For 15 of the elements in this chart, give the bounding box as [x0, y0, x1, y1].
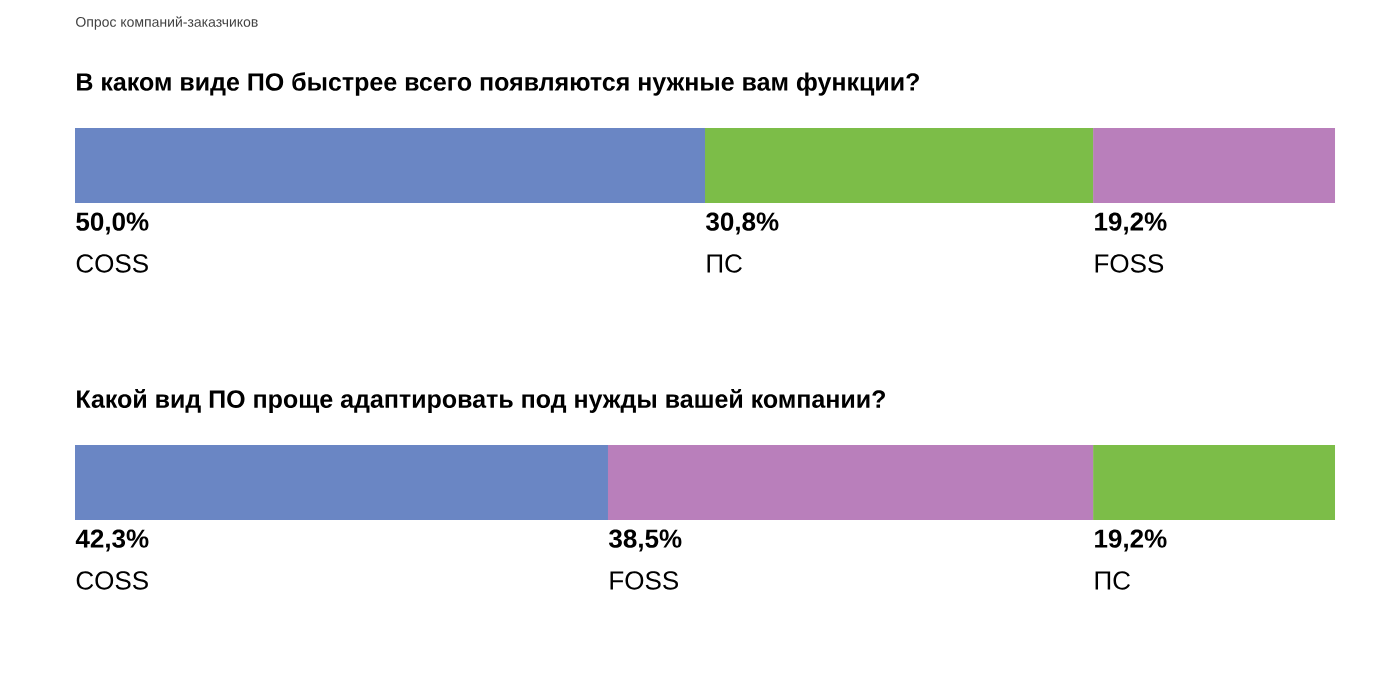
series-label: ПС: [1095, 571, 1130, 590]
data-label: 30,8%: [706, 212, 779, 235]
data-label: 42,3%: [75, 529, 149, 552]
series-label: COSS: [76, 571, 148, 590]
data-label: 19,2%: [1095, 529, 1167, 552]
chart-subtitle: Опрос компаний-заказчиков: [76, 16, 258, 30]
chart-title: Какой вид ПО проще адаптировать под нужды вашей компании?: [77, 389, 885, 413]
chart-title: В каком виде ПО быстрее всего появляются нужные вам функции?: [77, 72, 919, 96]
series-label: COSS: [76, 254, 148, 273]
data-label: 19,2%: [1095, 212, 1167, 235]
series-label: FOSS: [1095, 254, 1164, 273]
series-label: FOSS: [610, 571, 678, 590]
data-label: 38,5%: [608, 529, 682, 552]
data-label: 50,0%: [76, 212, 149, 235]
series-label: ПС: [707, 254, 742, 273]
